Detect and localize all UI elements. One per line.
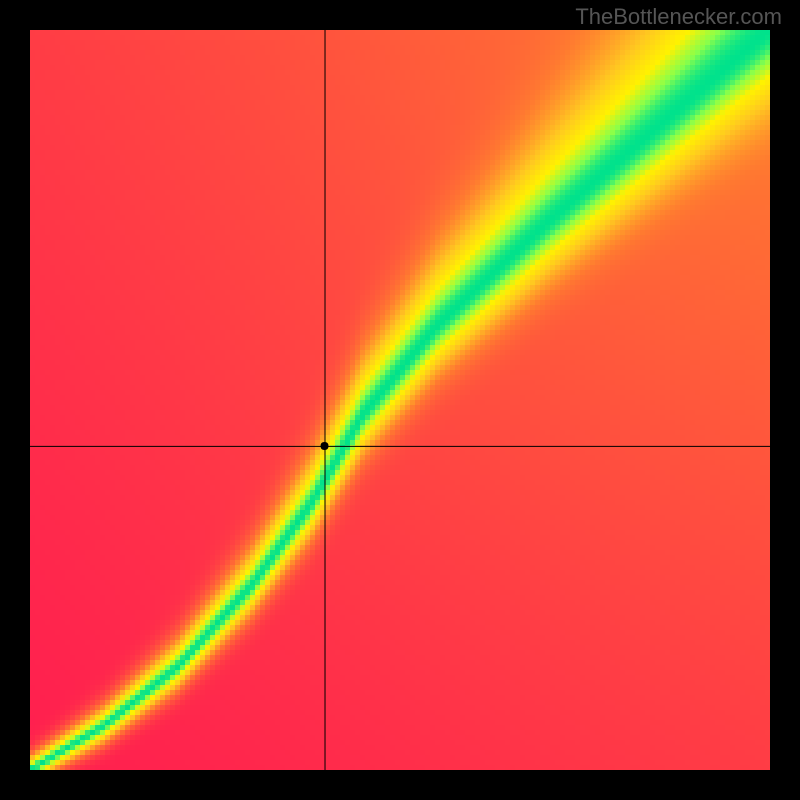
watermark-text: TheBottlenecker.com <box>575 4 782 30</box>
chart-container: TheBottlenecker.com <box>0 0 800 800</box>
plot-area <box>30 30 770 770</box>
crosshair-overlay <box>30 30 770 770</box>
